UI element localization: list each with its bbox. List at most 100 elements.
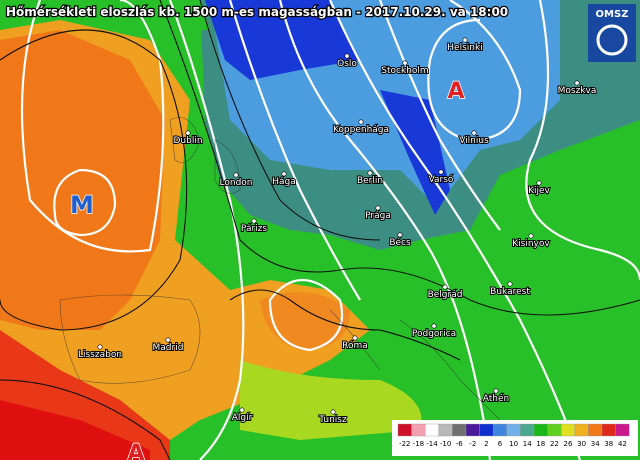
city-dot (367, 170, 373, 176)
city-dot (358, 119, 364, 125)
legend-label: -2 (469, 440, 476, 448)
city-dot (165, 337, 171, 343)
city-dot (431, 323, 437, 329)
city-dot (233, 172, 239, 178)
city-label: Lisszabon (78, 350, 122, 360)
legend-label: 10 (509, 440, 518, 448)
city-label: Kijev (528, 186, 550, 196)
legend-label: -14 (426, 440, 438, 448)
legend-swatch (561, 423, 576, 437)
legend-label: 42 (618, 440, 627, 448)
city-dot (97, 344, 103, 350)
city-dot (442, 284, 448, 290)
legend-swatch (520, 423, 535, 437)
city-label: Helsinki (447, 43, 482, 53)
legend-label: -10 (440, 440, 451, 448)
city-dot (352, 335, 358, 341)
pressure-center: A (127, 441, 144, 460)
city-label: Madrid (153, 343, 184, 353)
coastlines (59, 117, 501, 421)
city-label: London (220, 178, 253, 188)
legend-label: -6 (456, 440, 464, 448)
legend-label: 38 (604, 440, 613, 448)
city-label: Podgorica (412, 329, 456, 339)
city-label: Stockholm (381, 66, 428, 76)
city-dot (330, 409, 336, 415)
city-label: Bukarest (490, 287, 530, 297)
legend-label: 26 (564, 440, 573, 448)
logo-swirl (596, 24, 628, 56)
legend-label: 6 (498, 440, 503, 448)
city-label: Hága (272, 177, 296, 187)
city-label: Berlin (357, 176, 383, 186)
legend-swatch (615, 423, 630, 437)
city-dot (402, 60, 408, 66)
city-dot (471, 130, 477, 136)
logo-text: OMSZ (596, 9, 629, 20)
legend-swatch (397, 423, 412, 437)
pressure-center: M (70, 191, 94, 219)
logo-box (588, 4, 636, 62)
legend-swatch (533, 423, 548, 437)
city-label: Kisinyov (512, 239, 550, 249)
city-label: Belgrád (428, 290, 463, 300)
city-dot (438, 169, 444, 175)
legend-swatch (547, 423, 562, 437)
legend-label: 22 (550, 440, 559, 448)
legend-label: -18 (413, 440, 424, 448)
city-label: Koppenhága (333, 125, 389, 135)
region-mild (240, 360, 422, 440)
legend-swatch (493, 423, 508, 437)
city-label: Róma (342, 340, 368, 351)
city-label: Algír (232, 413, 253, 423)
region-mild-north (0, 0, 210, 30)
legend-label: 30 (577, 440, 586, 448)
region-colder (205, 0, 360, 80)
city-dot (185, 130, 191, 136)
city-dot (375, 205, 381, 211)
city-dot (528, 233, 534, 239)
city-label: Vilnius (459, 136, 489, 146)
city-dot (251, 218, 257, 224)
legend-swatch (574, 423, 589, 437)
city-label: Varsó (429, 174, 454, 185)
legend-label: 2 (484, 440, 488, 448)
city-label: Moszkva (558, 86, 597, 96)
map-title: Hőmérsékleti eloszlás kb. 1500 m-es maga… (6, 5, 508, 19)
city-dot (397, 232, 403, 238)
legend-swatch (465, 423, 480, 437)
legend-label: 34 (591, 440, 600, 448)
city-dot (493, 388, 499, 394)
city-label: Athén (483, 393, 509, 404)
city-dot (536, 180, 542, 186)
region-hot (0, 30, 165, 330)
city-dot (507, 281, 513, 287)
city-label: Párizs (241, 224, 267, 234)
city-label: Oslo (337, 59, 357, 69)
city-label: Bécs (389, 237, 411, 248)
legend-label: 14 (523, 440, 532, 448)
legend-label: -22 (399, 440, 410, 448)
city-dot (344, 53, 350, 59)
city-label: Dublin (173, 136, 202, 146)
city-label: Prága (365, 211, 391, 221)
city-dot (239, 407, 245, 413)
city-dot (574, 80, 580, 86)
legend-swatch (601, 423, 616, 437)
legend-label: 18 (536, 440, 545, 448)
city-label: Tunisz (318, 415, 347, 425)
legend-swatch (438, 423, 453, 437)
legend-swatch (411, 423, 426, 437)
legend-swatch (506, 423, 521, 437)
logo: OMSZ (588, 4, 636, 62)
legend-swatch (452, 423, 467, 437)
region-warm-spot (260, 292, 350, 350)
legend-swatch (588, 423, 603, 437)
legend-swatch (425, 423, 440, 437)
legend-swatch (479, 423, 494, 437)
city-dot (462, 37, 468, 43)
city-dot (281, 171, 287, 177)
pressure-center: A (447, 79, 464, 104)
